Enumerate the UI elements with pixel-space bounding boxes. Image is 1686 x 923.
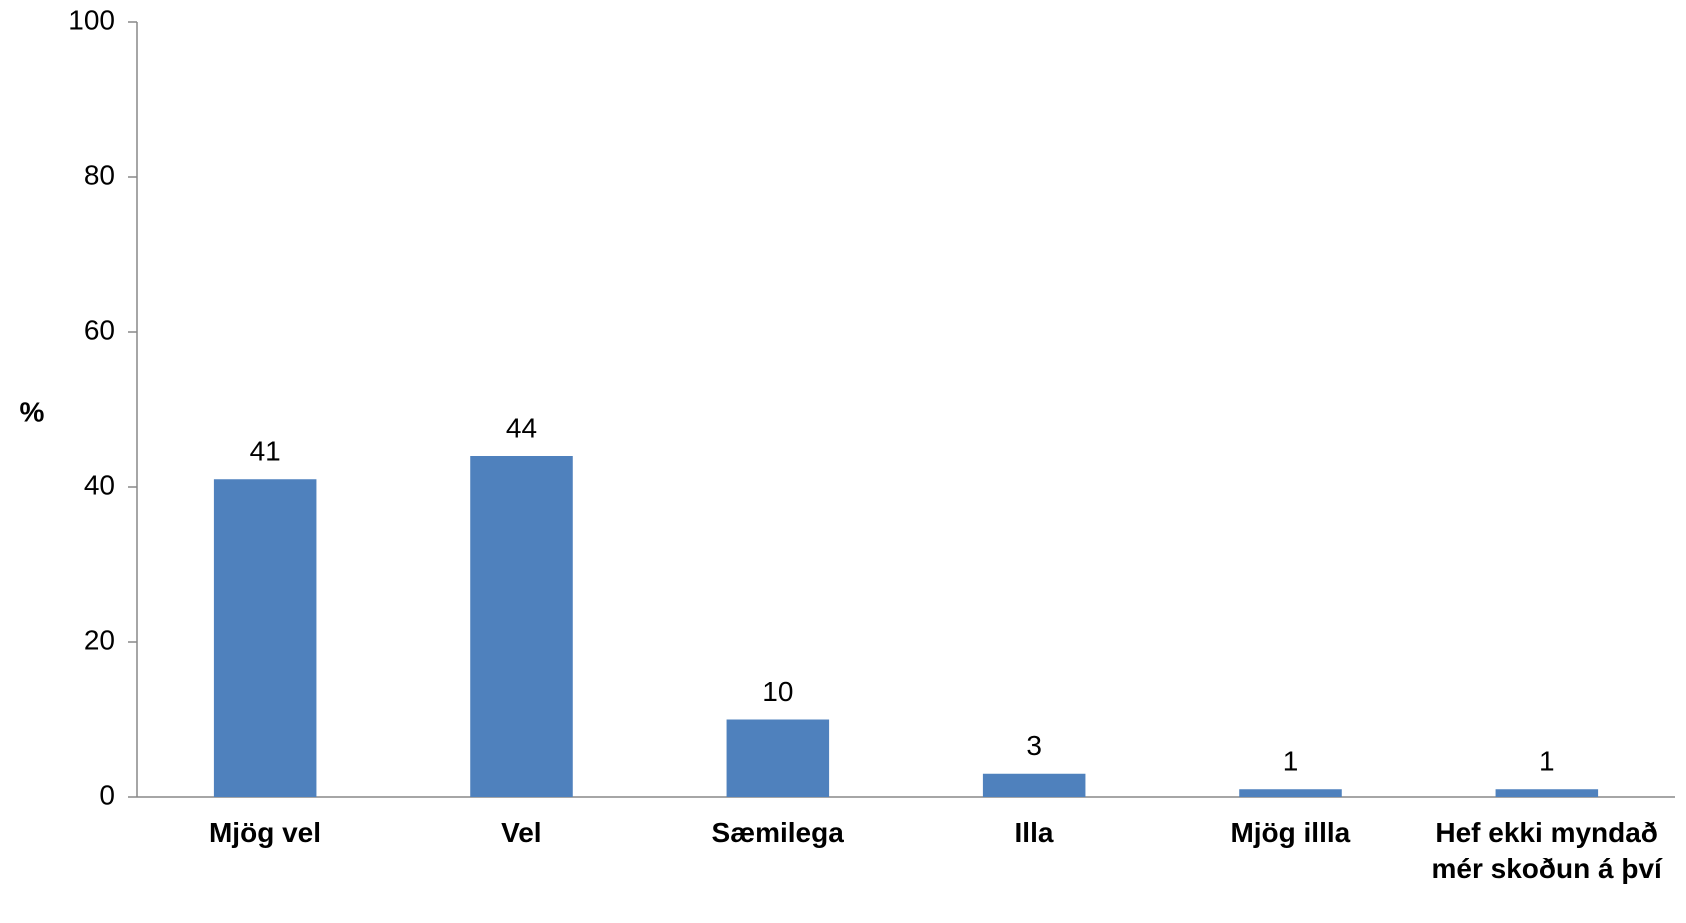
x-tick-label: Sæmilega <box>711 817 844 848</box>
bar <box>470 456 573 797</box>
bar <box>1239 789 1342 797</box>
value-label: 41 <box>250 436 281 467</box>
x-tick-label: Illa <box>1014 817 1054 848</box>
y-tick-label: 40 <box>84 469 115 500</box>
x-tick-label: Vel <box>501 817 542 848</box>
x-tick-label: Hef ekki myndað mér skoðun á því <box>1431 817 1662 884</box>
bar <box>1495 789 1599 797</box>
bar <box>213 479 317 797</box>
y-tick-label: 60 <box>84 314 115 345</box>
value-label: 44 <box>506 412 537 443</box>
y-tick-label: 80 <box>84 159 115 190</box>
x-tick-label: Mjög illla <box>1230 817 1351 848</box>
x-tick-label: Mjög vel <box>208 817 321 848</box>
value-label: 3 <box>1026 730 1042 761</box>
y-tick-label: 20 <box>84 624 115 655</box>
bar <box>982 773 1086 797</box>
value-label: 1 <box>1539 746 1555 777</box>
y-axis-label: % <box>20 396 45 427</box>
bar <box>726 719 830 797</box>
value-label: 1 <box>1283 746 1299 777</box>
y-tick-label: 100 <box>68 4 115 35</box>
value-label: 10 <box>762 676 793 707</box>
y-tick-label: 0 <box>99 779 115 810</box>
